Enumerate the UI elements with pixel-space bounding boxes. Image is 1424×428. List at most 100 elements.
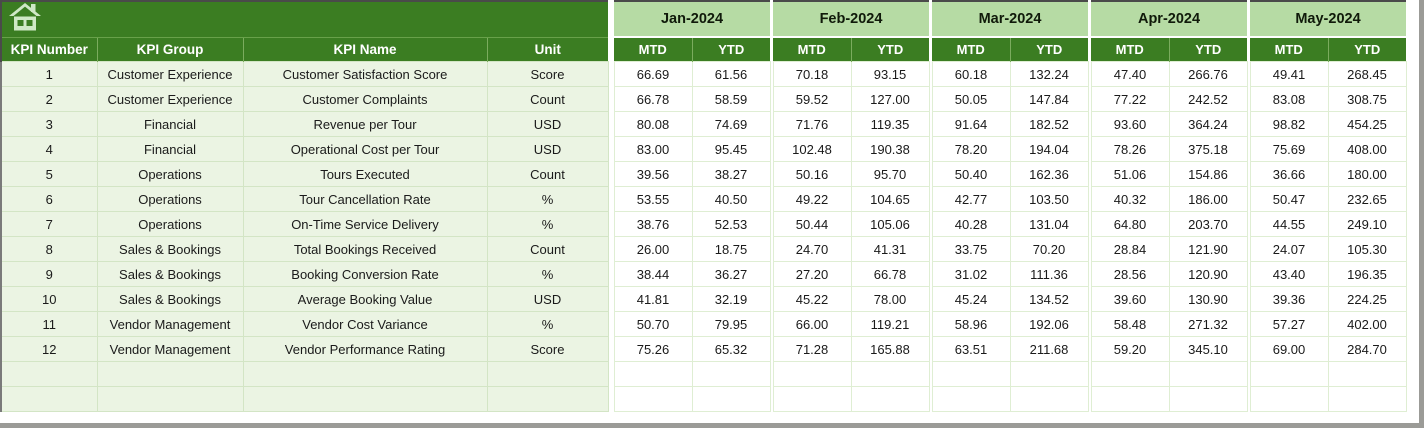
cell-kpi-group[interactable]: Customer Experience — [96, 61, 244, 87]
cell-kpi-number[interactable]: 5 — [0, 161, 98, 187]
cell-value[interactable]: 61.56 — [691, 61, 771, 87]
cell-value[interactable]: 98.82 — [1249, 111, 1329, 137]
cell-value[interactable] — [1090, 386, 1170, 412]
cell-kpi-number[interactable]: 8 — [0, 236, 98, 262]
cell-kpi-name[interactable]: Booking Conversion Rate — [242, 261, 488, 287]
cell-unit[interactable]: Score — [486, 61, 609, 87]
cell-value[interactable]: 52.53 — [691, 211, 771, 237]
cell-value[interactable]: 308.75 — [1327, 86, 1407, 112]
cell-kpi-group[interactable]: Financial — [96, 111, 244, 137]
cell-value[interactable]: 63.51 — [931, 336, 1011, 362]
cell-value[interactable] — [1249, 386, 1329, 412]
cell-value[interactable]: 24.70 — [772, 236, 852, 262]
cell-value[interactable]: 242.52 — [1168, 86, 1248, 112]
cell-value[interactable] — [691, 386, 771, 412]
cell-value[interactable]: 192.06 — [1009, 311, 1089, 337]
cell-kpi-group[interactable] — [96, 361, 244, 387]
cell-kpi-group[interactable]: Operations — [96, 211, 244, 237]
cell-value[interactable]: 105.06 — [850, 211, 930, 237]
cell-value[interactable] — [613, 386, 693, 412]
cell-value[interactable]: 83.08 — [1249, 86, 1329, 112]
cell-value[interactable]: 51.06 — [1090, 161, 1170, 187]
cell-value[interactable]: 78.26 — [1090, 136, 1170, 162]
cell-value[interactable] — [1168, 386, 1248, 412]
header-jan-ytd[interactable]: YTD — [691, 37, 770, 62]
cell-value[interactable]: 66.00 — [772, 311, 852, 337]
cell-value[interactable]: 71.76 — [772, 111, 852, 137]
cell-value[interactable]: 364.24 — [1168, 111, 1248, 137]
header-mar-ytd[interactable]: YTD — [1009, 37, 1088, 62]
cell-value[interactable]: 102.48 — [772, 136, 852, 162]
cell-value[interactable]: 78.20 — [931, 136, 1011, 162]
header-apr-ytd[interactable]: YTD — [1168, 37, 1247, 62]
cell-value[interactable]: 36.27 — [691, 261, 771, 287]
cell-value[interactable]: 75.26 — [613, 336, 693, 362]
cell-value[interactable]: 268.45 — [1327, 61, 1407, 87]
month-header-jan[interactable]: Jan-2024 — [614, 0, 770, 38]
cell-value[interactable] — [1249, 361, 1329, 387]
cell-value[interactable]: 38.76 — [613, 211, 693, 237]
cell-value[interactable]: 26.00 — [613, 236, 693, 262]
cell-value[interactable]: 50.44 — [772, 211, 852, 237]
cell-value[interactable]: 127.00 — [850, 86, 930, 112]
cell-value[interactable] — [613, 361, 693, 387]
cell-value[interactable]: 104.65 — [850, 186, 930, 212]
cell-value[interactable]: 83.00 — [613, 136, 693, 162]
cell-kpi-number[interactable]: 6 — [0, 186, 98, 212]
cell-value[interactable]: 111.36 — [1009, 261, 1089, 287]
cell-value[interactable]: 45.22 — [772, 286, 852, 312]
cell-value[interactable] — [772, 386, 852, 412]
cell-unit[interactable]: Count — [486, 86, 609, 112]
cell-value[interactable]: 105.30 — [1327, 236, 1407, 262]
cell-value[interactable]: 93.60 — [1090, 111, 1170, 137]
cell-value[interactable]: 134.52 — [1009, 286, 1089, 312]
cell-value[interactable]: 196.35 — [1327, 261, 1407, 287]
cell-value[interactable]: 24.07 — [1249, 236, 1329, 262]
cell-kpi-name[interactable]: Revenue per Tour — [242, 111, 488, 137]
cell-value[interactable] — [850, 361, 930, 387]
cell-value[interactable]: 49.22 — [772, 186, 852, 212]
cell-value[interactable]: 66.69 — [613, 61, 693, 87]
cell-kpi-group[interactable]: Operations — [96, 186, 244, 212]
cell-value[interactable]: 39.56 — [613, 161, 693, 187]
cell-value[interactable]: 40.28 — [931, 211, 1011, 237]
cell-value[interactable]: 41.31 — [850, 236, 930, 262]
cell-kpi-group[interactable]: Vendor Management — [96, 336, 244, 362]
header-may-ytd[interactable]: YTD — [1327, 37, 1406, 62]
cell-value[interactable]: 190.38 — [850, 136, 930, 162]
cell-value[interactable] — [1327, 361, 1407, 387]
cell-value[interactable]: 271.32 — [1168, 311, 1248, 337]
cell-kpi-group[interactable]: Operations — [96, 161, 244, 187]
cell-value[interactable]: 70.18 — [772, 61, 852, 87]
cell-value[interactable]: 50.40 — [931, 161, 1011, 187]
cell-kpi-name[interactable]: Average Booking Value — [242, 286, 488, 312]
cell-value[interactable]: 66.78 — [850, 261, 930, 287]
cell-kpi-number[interactable]: 3 — [0, 111, 98, 137]
cell-unit[interactable]: Count — [486, 161, 609, 187]
cell-value[interactable]: 132.24 — [1009, 61, 1089, 87]
cell-value[interactable]: 39.60 — [1090, 286, 1170, 312]
header-jan-mtd[interactable]: MTD — [614, 37, 692, 62]
cell-value[interactable]: 95.45 — [691, 136, 771, 162]
cell-value[interactable]: 454.25 — [1327, 111, 1407, 137]
cell-value[interactable] — [1009, 361, 1089, 387]
cell-kpi-number[interactable]: 4 — [0, 136, 98, 162]
cell-value[interactable]: 375.18 — [1168, 136, 1248, 162]
cell-value[interactable]: 224.25 — [1327, 286, 1407, 312]
cell-value[interactable]: 53.55 — [613, 186, 693, 212]
cell-kpi-group[interactable]: Customer Experience — [96, 86, 244, 112]
cell-unit[interactable]: % — [486, 211, 609, 237]
cell-value[interactable]: 165.88 — [850, 336, 930, 362]
cell-value[interactable]: 284.70 — [1327, 336, 1407, 362]
cell-kpi-number[interactable] — [0, 386, 98, 412]
cell-value[interactable]: 50.05 — [931, 86, 1011, 112]
cell-value[interactable]: 103.50 — [1009, 186, 1089, 212]
cell-value[interactable]: 154.86 — [1168, 161, 1248, 187]
cell-value[interactable]: 60.18 — [931, 61, 1011, 87]
cell-unit[interactable]: % — [486, 311, 609, 337]
cell-value[interactable]: 186.00 — [1168, 186, 1248, 212]
cell-value[interactable]: 121.90 — [1168, 236, 1248, 262]
header-feb-mtd[interactable]: MTD — [773, 37, 851, 62]
cell-unit[interactable] — [486, 361, 609, 387]
cell-value[interactable]: 69.00 — [1249, 336, 1329, 362]
